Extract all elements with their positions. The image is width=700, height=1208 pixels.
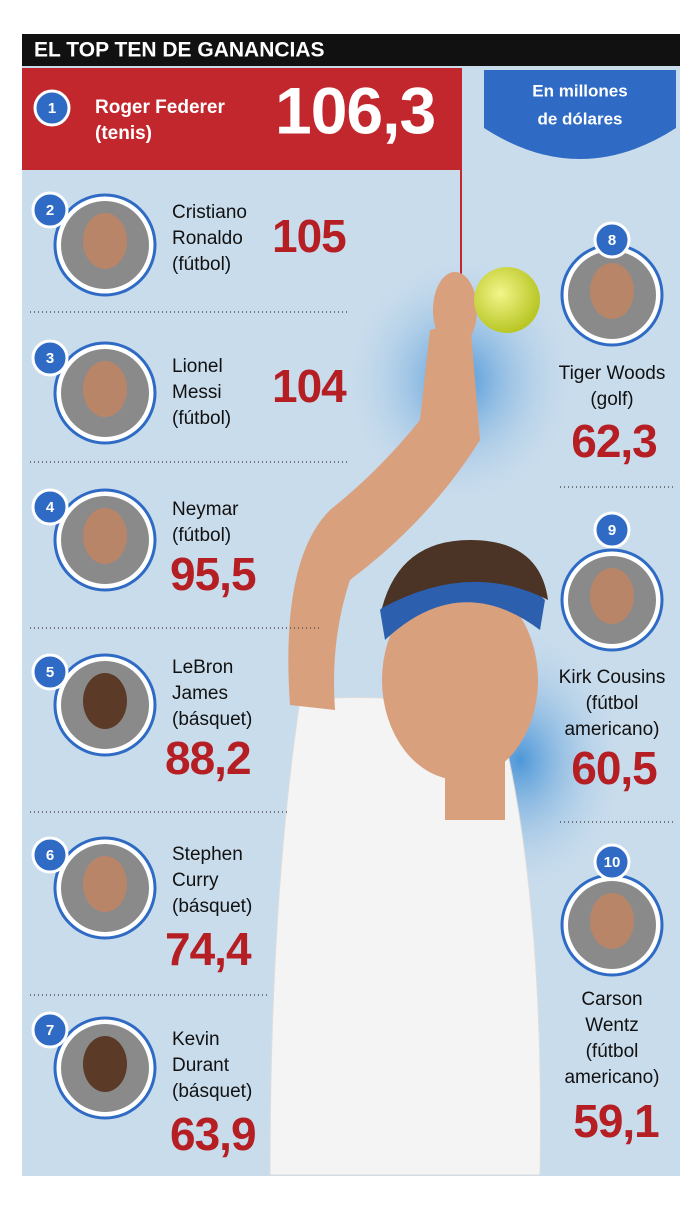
rank-badge [31, 836, 69, 874]
player-name: Cristiano [172, 202, 247, 223]
rank-badge [31, 191, 69, 229]
earnings: 62,3 [571, 415, 657, 467]
rank: 8 [608, 232, 616, 249]
title: EL TOP TEN DE GANANCIAS [34, 39, 325, 62]
player-name: LeBron [172, 657, 233, 678]
player-name: (básquet) [172, 1081, 252, 1102]
unit-badge [484, 70, 676, 159]
rank-badge [31, 653, 69, 691]
rank: 10 [604, 854, 621, 871]
rank-badge [31, 488, 69, 526]
player-name: Tiger Woods [559, 363, 666, 384]
player-name: James [172, 683, 228, 704]
player-name: Kevin [172, 1029, 220, 1050]
player-name: Curry [172, 870, 219, 891]
unit-note: de dólares [537, 109, 622, 128]
player-name: Lionel [172, 356, 223, 377]
earnings: 74,4 [165, 923, 252, 975]
rank-badge [593, 221, 631, 259]
earnings: 106,3 [275, 73, 435, 147]
earnings: 95,5 [170, 548, 256, 600]
portrait-face [83, 213, 127, 269]
player-name: (tenis) [95, 123, 152, 144]
header-bar [22, 34, 680, 66]
player-photo [269, 267, 548, 1176]
portrait-face [590, 263, 634, 319]
top-box [22, 68, 462, 170]
portrait-face [83, 508, 127, 564]
player-name: (básquet) [172, 896, 252, 917]
earnings: 63,9 [170, 1108, 256, 1160]
player-name: Roger Federer [95, 97, 225, 118]
earnings: 104 [272, 360, 347, 412]
rank: 1 [48, 100, 56, 117]
portrait-face [590, 893, 634, 949]
rank: 7 [46, 1022, 54, 1039]
player-name: Messi [172, 382, 222, 403]
player-name: Ronaldo [172, 228, 243, 249]
player-name: americano) [564, 1067, 659, 1088]
portrait-face [83, 673, 127, 729]
rank-badge [33, 89, 71, 127]
player-name: Kirk Cousins [559, 667, 666, 688]
player-name: Durant [172, 1055, 230, 1076]
portrait-face [83, 361, 127, 417]
player-name: (fútbol [586, 693, 639, 714]
player-name: (fútbol) [172, 408, 231, 429]
player-name: Carson [581, 989, 642, 1010]
rank: 3 [46, 350, 54, 367]
unit-note: En millones [532, 81, 627, 100]
player-name: Neymar [172, 499, 239, 520]
player-name: (golf) [590, 389, 633, 410]
earnings: 105 [272, 210, 346, 262]
rank-badge [31, 1011, 69, 1049]
player-name: americano) [564, 719, 659, 740]
portrait-face [590, 568, 634, 624]
player-name: Wentz [585, 1015, 639, 1036]
player-name: Stephen [172, 844, 243, 865]
player-name: (básquet) [172, 709, 252, 730]
rank-badge [31, 339, 69, 377]
rank: 4 [46, 499, 55, 516]
player-name: (fútbol) [172, 525, 231, 546]
rank-badge [593, 843, 631, 881]
rank-badge [593, 511, 631, 549]
rank: 6 [46, 847, 54, 864]
earnings: 60,5 [571, 742, 657, 794]
player-name: (fútbol) [172, 254, 231, 275]
portrait-face [83, 856, 127, 912]
player-name: (fútbol [586, 1041, 639, 1062]
rank: 5 [46, 664, 54, 681]
earnings: 59,1 [573, 1095, 659, 1147]
rank: 9 [608, 522, 616, 539]
earnings: 88,2 [165, 732, 251, 784]
rank: 2 [46, 202, 54, 219]
portrait-face [83, 1036, 127, 1092]
